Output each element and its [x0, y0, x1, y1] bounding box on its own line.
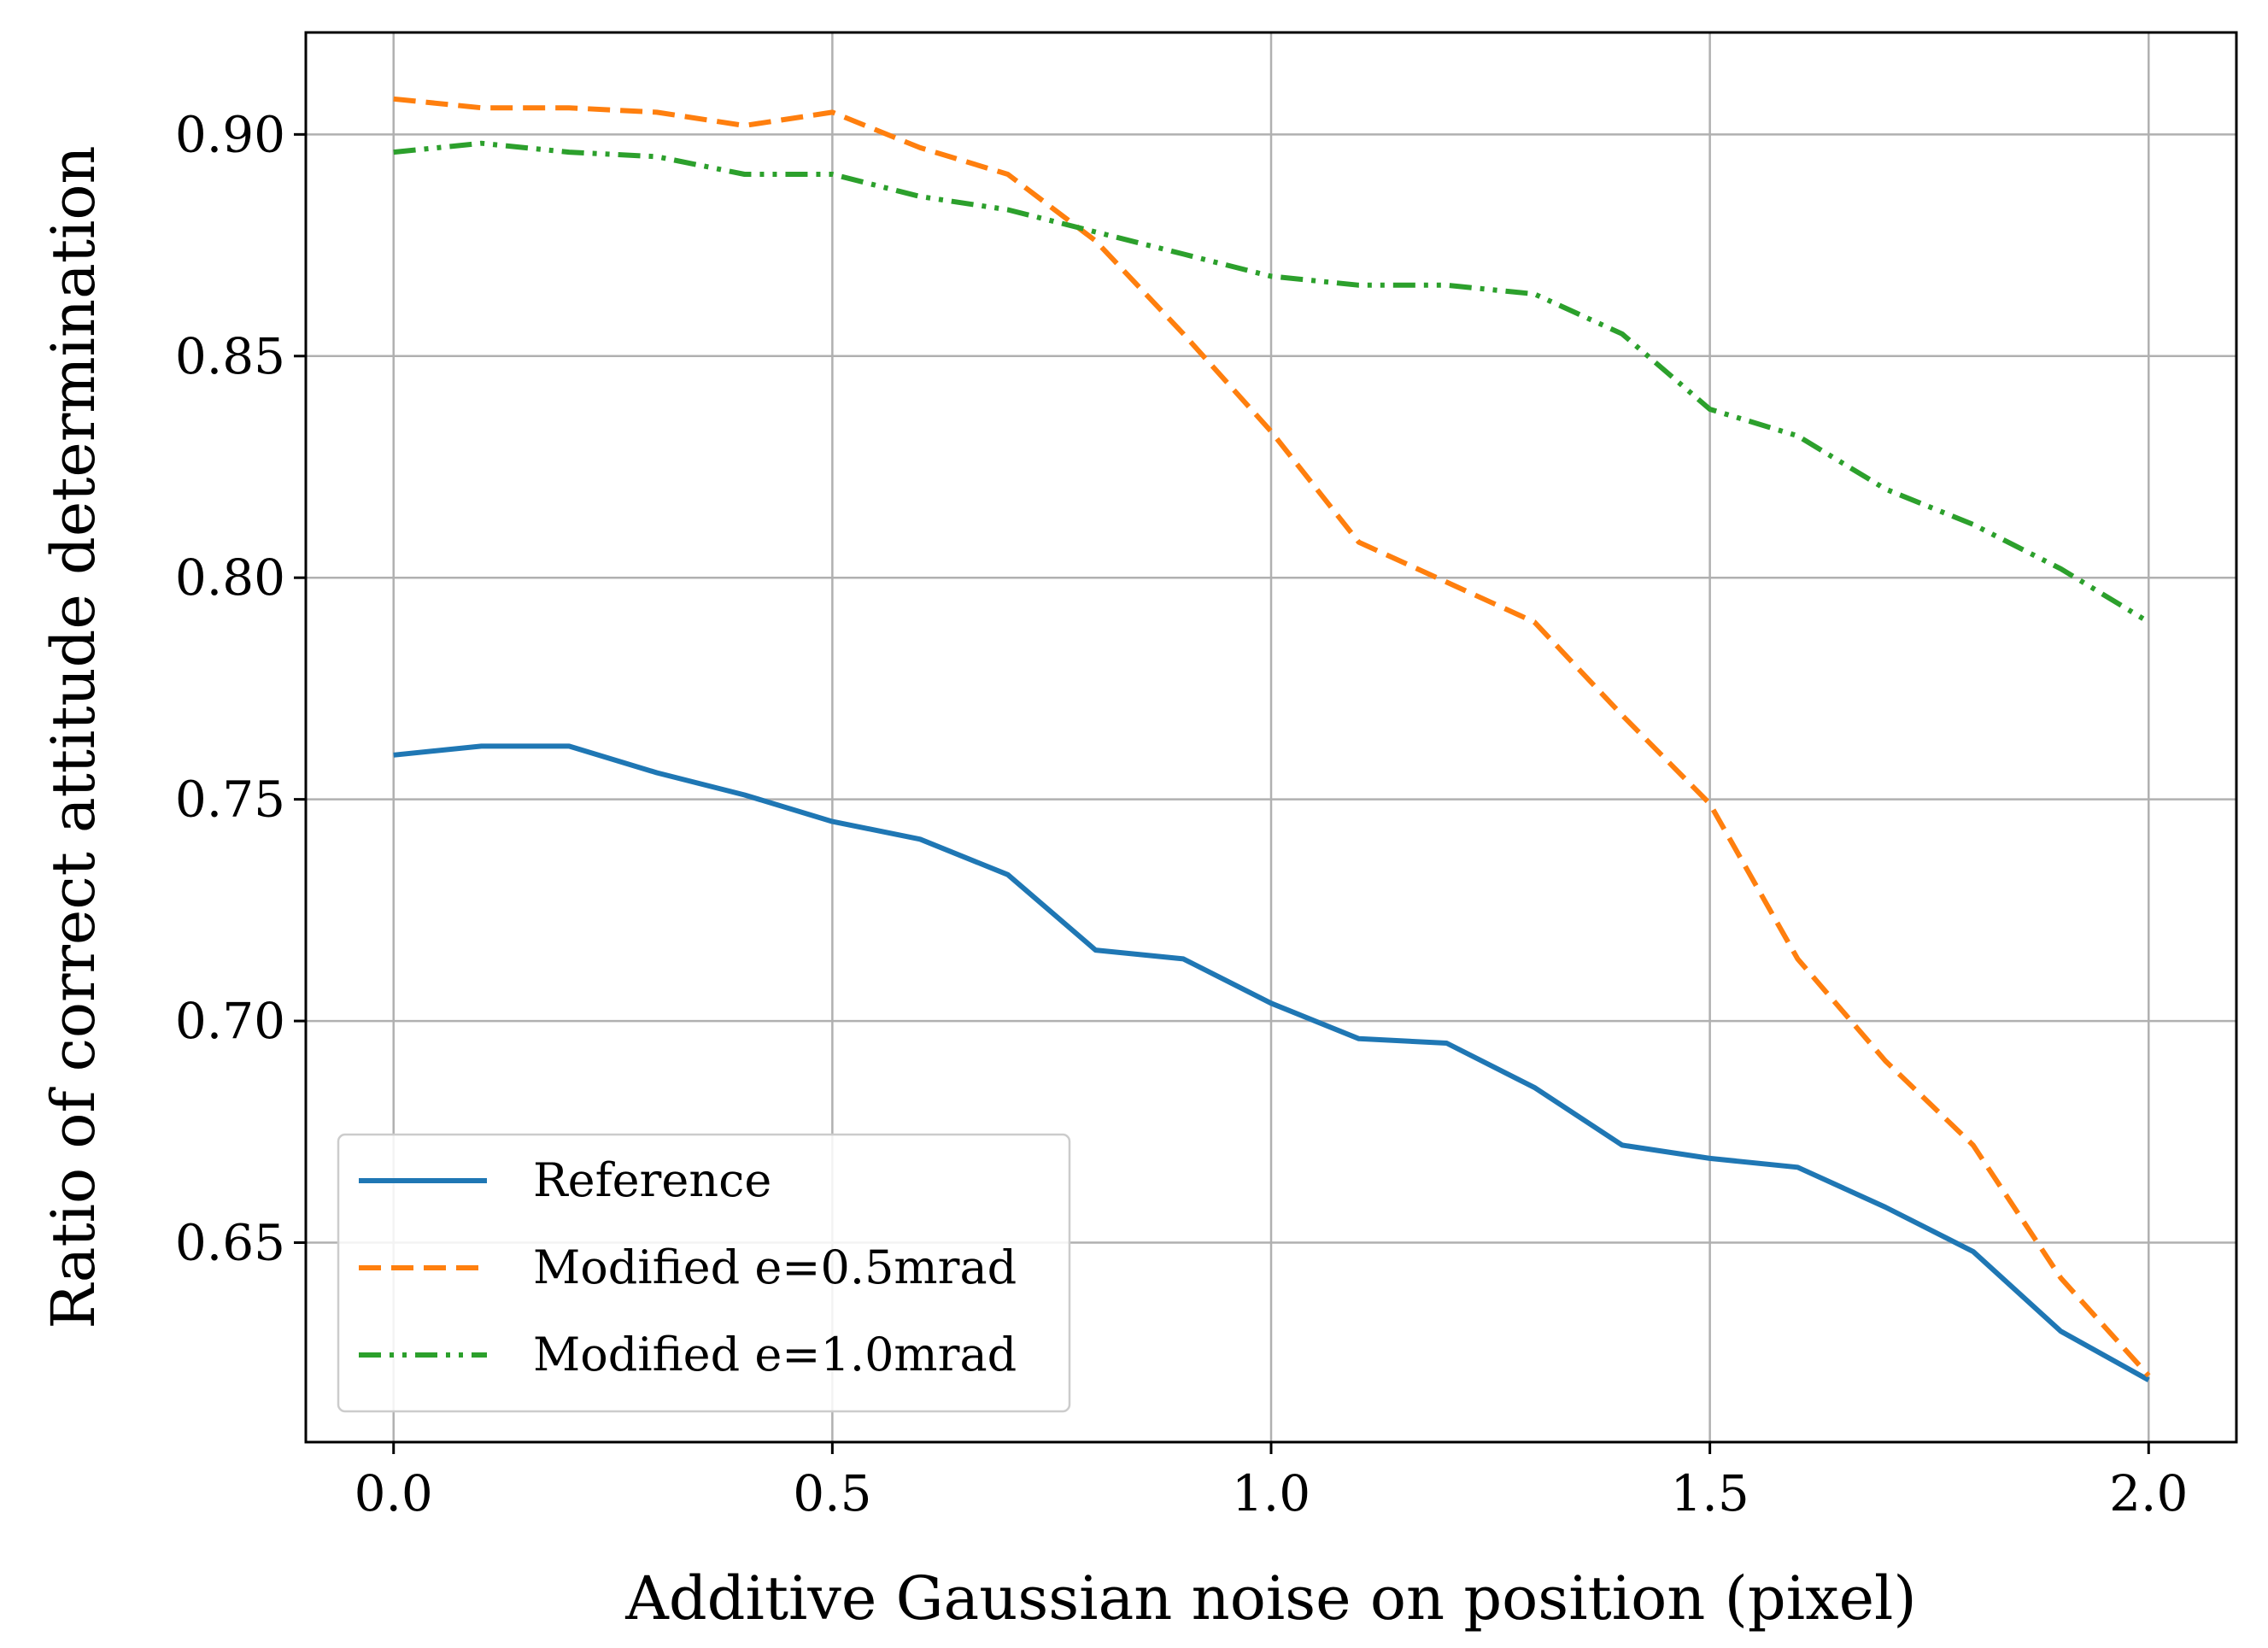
series-line-1 — [393, 96, 2151, 1378]
legend-label-modified-0-5: Modified e=0.5mrad — [533, 1240, 1017, 1294]
x-tick-label: 0.0 — [355, 1464, 433, 1522]
x-tick-label: 1.0 — [1232, 1464, 1310, 1522]
legend: Reference Modified e=0.5mrad Modified e=… — [337, 1133, 1071, 1413]
tick-labels: 0.0 0.5 1.0 1.5 2.0 0.65 0.70 0.75 0.80 0.85 0.90 — [175, 105, 2189, 1522]
series-line-2 — [393, 140, 2150, 625]
x-tick-label: 2.0 — [2109, 1464, 2188, 1522]
legend-label-reference: Reference — [533, 1153, 771, 1207]
y-axis-label: Ratio of correct attitude determination — [38, 145, 108, 1328]
y-tick-label: 0.80 — [175, 548, 285, 607]
series-lines — [393, 96, 2151, 1383]
tick-marks — [294, 132, 2150, 1454]
y-tick-label: 0.70 — [175, 992, 285, 1050]
y-tick-label: 0.65 — [175, 1214, 285, 1272]
y-tick-label: 0.90 — [175, 105, 285, 163]
x-axis-label: Additive Gaussian noise on position (pix… — [624, 1563, 1916, 1633]
x-tick-label: 0.5 — [793, 1464, 871, 1522]
legend-box — [337, 1133, 1071, 1413]
x-tick-label: 1.5 — [1671, 1464, 1749, 1522]
series-line-0 — [393, 743, 2150, 1383]
legend-label-modified-1-0: Modified e=1.0mrad — [533, 1328, 1017, 1381]
y-tick-label: 0.85 — [175, 327, 285, 385]
y-tick-label: 0.75 — [175, 771, 285, 829]
